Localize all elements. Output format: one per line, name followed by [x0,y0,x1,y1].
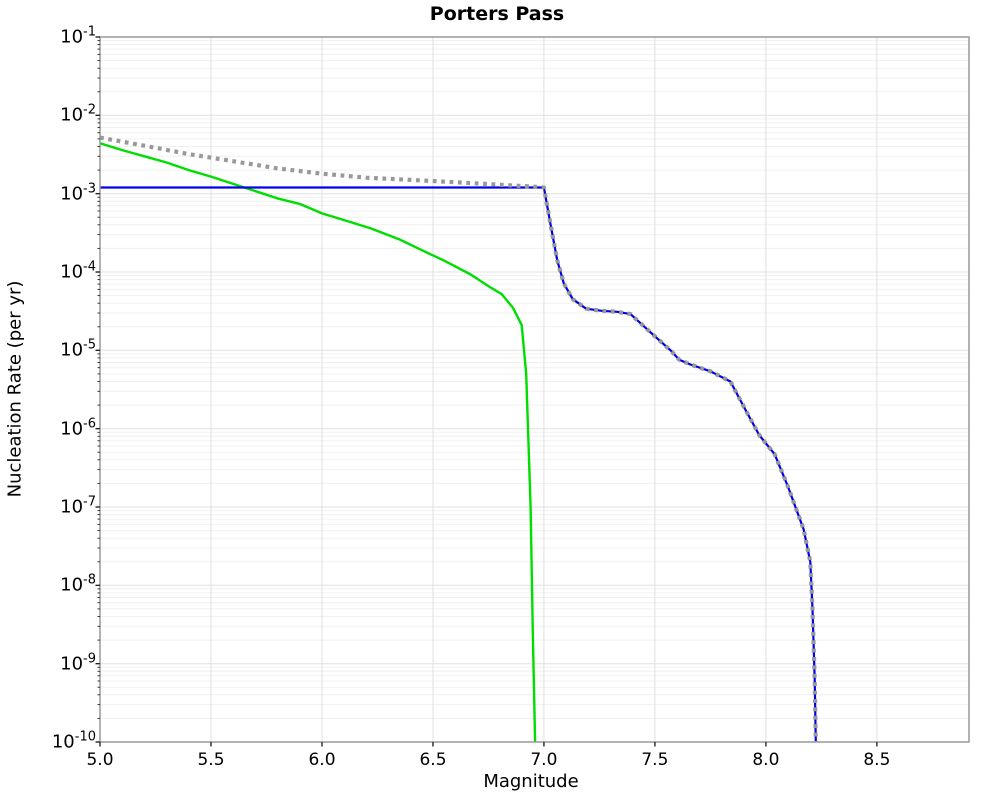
x-tick-label: 6.0 [308,750,336,770]
x-tick-label: 8.5 [863,750,891,770]
series-blue-solid-curve [100,186,817,742]
y-axis-label: Nucleation Rate (per yr) [4,280,26,498]
x-tick-label: 7.5 [641,750,669,770]
y-tick-label: 10-5 [60,337,96,361]
y-tick-label: 10-7 [60,494,96,518]
y-tick-label: 10-2 [60,102,96,126]
y-tick-label: 10-8 [60,572,96,596]
chart-title: Porters Pass [429,3,565,25]
x-tick-label: 8.0 [752,750,780,770]
series-gray-dotted-curve [100,135,818,742]
x-tick-label: 5.0 [86,750,114,770]
y-tick-label: 10-6 [60,416,96,440]
x-tick-label: 5.5 [197,750,225,770]
x-axis-label: Magnitude [483,771,579,792]
y-tick-label: 10-9 [60,651,96,675]
axes-border [99,36,970,743]
series-green-solid-curve [100,142,537,742]
y-tick-label: 10-1 [60,24,96,48]
y-tick-label: 10-4 [60,259,96,283]
x-tick-label: 6.5 [419,750,447,770]
y-tick-label: 10-3 [60,181,96,205]
y-tick-label: 10-10 [51,729,96,753]
x-tick-label: 7.0 [530,750,558,770]
